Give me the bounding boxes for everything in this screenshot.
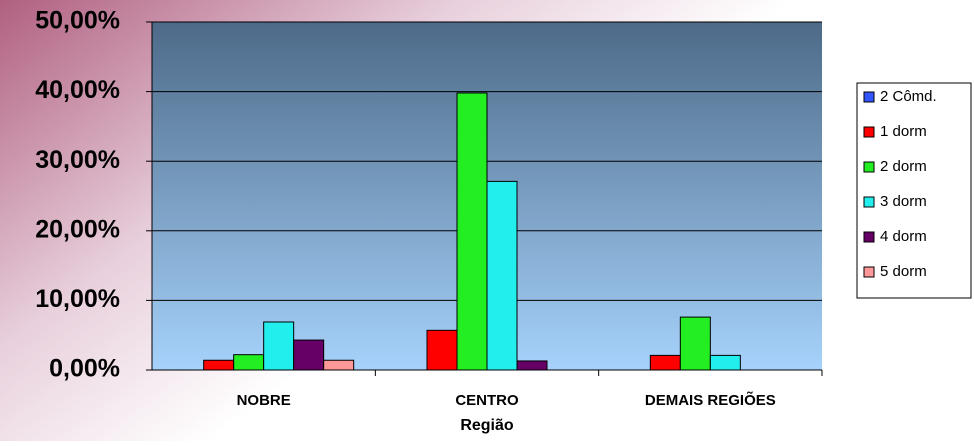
bar bbox=[293, 339, 325, 371]
legend-label: 1 dorm bbox=[880, 123, 927, 140]
y-tick-label: 10,00% bbox=[35, 285, 120, 313]
y-tick-label: 0,00% bbox=[49, 355, 120, 383]
bar bbox=[709, 354, 741, 371]
legend-swatch bbox=[863, 161, 875, 173]
y-tick-label: 20,00% bbox=[35, 215, 120, 243]
y-tick-label: 50,00% bbox=[35, 7, 120, 35]
bar bbox=[679, 316, 711, 371]
x-axis-label: Região bbox=[460, 417, 514, 434]
bar bbox=[323, 359, 355, 371]
bar bbox=[426, 329, 458, 371]
legend-swatch bbox=[863, 266, 875, 278]
bar bbox=[486, 180, 518, 371]
x-tick-label: NOBRE bbox=[237, 392, 291, 409]
x-tick-label: CENTRO bbox=[455, 392, 519, 409]
legend-label: 2 dorm bbox=[880, 158, 927, 175]
legend-label: 5 dorm bbox=[880, 263, 927, 280]
legend-swatch bbox=[863, 196, 875, 208]
y-tick-label: 30,00% bbox=[35, 146, 120, 174]
bar bbox=[516, 360, 548, 371]
y-tick-label: 40,00% bbox=[35, 76, 120, 104]
legend-swatch bbox=[863, 231, 875, 243]
legend bbox=[856, 82, 972, 299]
legend-swatch bbox=[863, 126, 875, 138]
bar bbox=[649, 354, 681, 371]
legend-label: 3 dorm bbox=[880, 193, 927, 210]
legend-swatch bbox=[863, 91, 875, 103]
bar bbox=[263, 321, 295, 371]
bar bbox=[233, 354, 265, 371]
x-tick-label: DEMAIS REGIÕES bbox=[645, 391, 776, 409]
bar bbox=[203, 359, 235, 371]
legend-label: 4 dorm bbox=[880, 228, 927, 245]
legend-label: 2 Cômd. bbox=[880, 88, 937, 105]
bar bbox=[456, 92, 488, 371]
